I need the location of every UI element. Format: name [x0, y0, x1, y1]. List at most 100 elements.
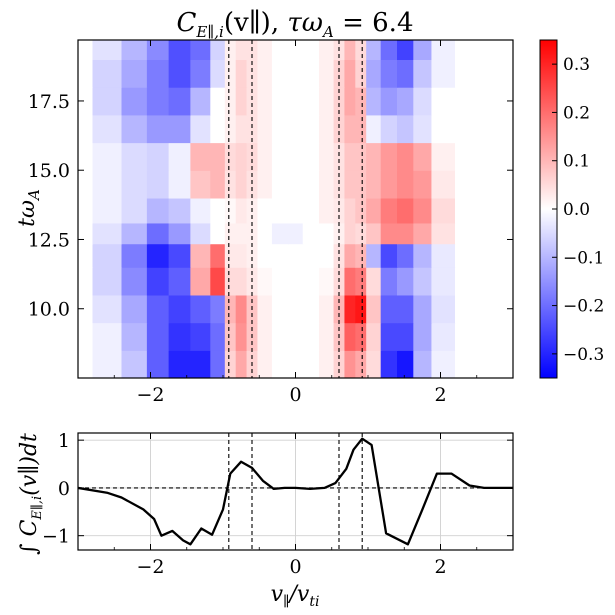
heatmap-cell	[491, 294, 513, 324]
heatmap-cell	[397, 243, 414, 268]
heatmap-cell	[246, 142, 259, 171]
heatmap-cell	[121, 59, 148, 88]
heatmap-cell	[431, 142, 456, 171]
heatmap-cell	[271, 114, 289, 144]
heatmap-cell	[235, 350, 248, 378]
heatmap-cell	[380, 243, 398, 268]
heatmap-cell	[355, 114, 367, 144]
heatmap-cell	[431, 114, 456, 144]
heatmap-cell	[146, 114, 170, 144]
heatmap-cell	[235, 243, 248, 268]
heatmap-cell	[431, 222, 456, 245]
heatmap-cell	[271, 294, 289, 324]
heatmap-cell	[257, 142, 273, 171]
heatmap-cell	[380, 267, 398, 296]
heatmap-cell	[333, 59, 346, 88]
heatmap-cell	[288, 350, 304, 378]
heatmap-cell	[355, 40, 367, 60]
heatmap-cell	[355, 222, 367, 245]
heatmap-cell	[168, 40, 191, 60]
heatmap-cell	[257, 59, 273, 88]
heatmap-cell	[413, 87, 433, 116]
heatmap-cell	[235, 40, 248, 60]
colorbar-tick-label: −0.1	[563, 248, 604, 268]
heatmap-cell	[146, 40, 170, 60]
heatmap-cell	[355, 142, 367, 171]
heatmap-xtick-label: 2	[434, 384, 446, 406]
heatmap-cell	[288, 170, 304, 199]
heatmap-cell	[271, 40, 289, 60]
heatmap-cell	[121, 267, 148, 296]
heatmap-cell	[431, 350, 456, 378]
heatmap-cell	[146, 222, 170, 245]
heatmap-cell	[288, 87, 304, 116]
heatmap-cell	[455, 322, 492, 351]
heatmap-cell	[92, 87, 123, 116]
heatmap-cell	[235, 294, 248, 324]
heatmap-cell	[397, 197, 414, 224]
heatmap-cell	[246, 243, 259, 268]
heatmap-ytick-label: 17.5	[28, 91, 70, 113]
colorbar: 0.3 0.2 0.1 0.0 −0.1 −0.2 −0.3	[539, 39, 604, 379]
heatmap-cell	[455, 59, 492, 88]
heatmap-cell	[146, 243, 170, 268]
heatmap-ytick-label: 12.5	[28, 229, 70, 251]
heatmap-vlines	[228, 40, 363, 378]
heatmap-cell	[78, 142, 94, 171]
heatmap-cell	[210, 197, 226, 224]
heatmap-cell	[355, 170, 367, 199]
heatmap-cell	[257, 87, 273, 116]
heatmap-cell	[344, 142, 356, 171]
heatmap-cell	[413, 59, 433, 88]
heatmap-cell	[455, 170, 492, 199]
line-xtick-label: 0	[289, 556, 301, 578]
heatmap-cell	[319, 197, 335, 224]
heatmap-cell	[344, 222, 356, 245]
line-grid	[78, 433, 513, 550]
heatmap-cell	[190, 40, 211, 60]
heatmap-cell	[146, 267, 170, 296]
heatmap-cell	[121, 322, 148, 351]
heatmap-cell	[257, 243, 273, 268]
heatmap-cell	[190, 243, 211, 268]
heatmap-cell	[380, 40, 398, 60]
heatmap-cell	[319, 243, 335, 268]
heatmap-cell	[397, 114, 414, 144]
heatmap-cell	[355, 243, 367, 268]
heatmap-ylabel: tωA	[15, 189, 43, 227]
heatmap-cell	[168, 87, 191, 116]
heatmap-cell	[397, 294, 414, 324]
heatmap-cell	[366, 197, 382, 224]
heatmap-cell	[333, 87, 346, 116]
heatmap-cell	[455, 197, 492, 224]
heatmap-cell	[355, 322, 367, 351]
line-x-axis: −2 0 2	[77, 433, 514, 578]
heatmap-cell	[210, 114, 226, 144]
heatmap-cell	[302, 350, 320, 378]
heatmap-cell	[121, 294, 148, 324]
line-series-group	[78, 437, 513, 546]
line-y-axis: 1 0 −1	[42, 430, 513, 548]
heatmap-cell	[146, 59, 170, 88]
heatmap-cell	[491, 322, 513, 351]
heatmap-cell	[121, 350, 148, 378]
heatmap-cell	[78, 243, 94, 268]
heatmap-cell	[190, 267, 211, 296]
heatmap-cell	[224, 322, 237, 351]
heatmap-cell	[271, 197, 289, 224]
heatmap-cell	[271, 243, 289, 268]
heatmap-cell	[413, 114, 433, 144]
heatmap-cell	[288, 294, 304, 324]
heatmap-cell	[257, 322, 273, 351]
heatmap-cell	[455, 222, 492, 245]
colorbar-tick-label: 0.1	[563, 152, 590, 172]
heatmap-cell	[121, 114, 148, 144]
heatmap-cell	[455, 267, 492, 296]
heatmap-cell	[92, 114, 123, 144]
line-panel: −2 0 2 1 0 −1 ∫ CE∥,i(v∥)dt v∥/vti	[17, 430, 514, 610]
heatmap-cell	[257, 40, 273, 60]
heatmap-cell	[78, 267, 94, 296]
heatmap-cell	[366, 87, 382, 116]
heatmap-cell	[380, 87, 398, 116]
